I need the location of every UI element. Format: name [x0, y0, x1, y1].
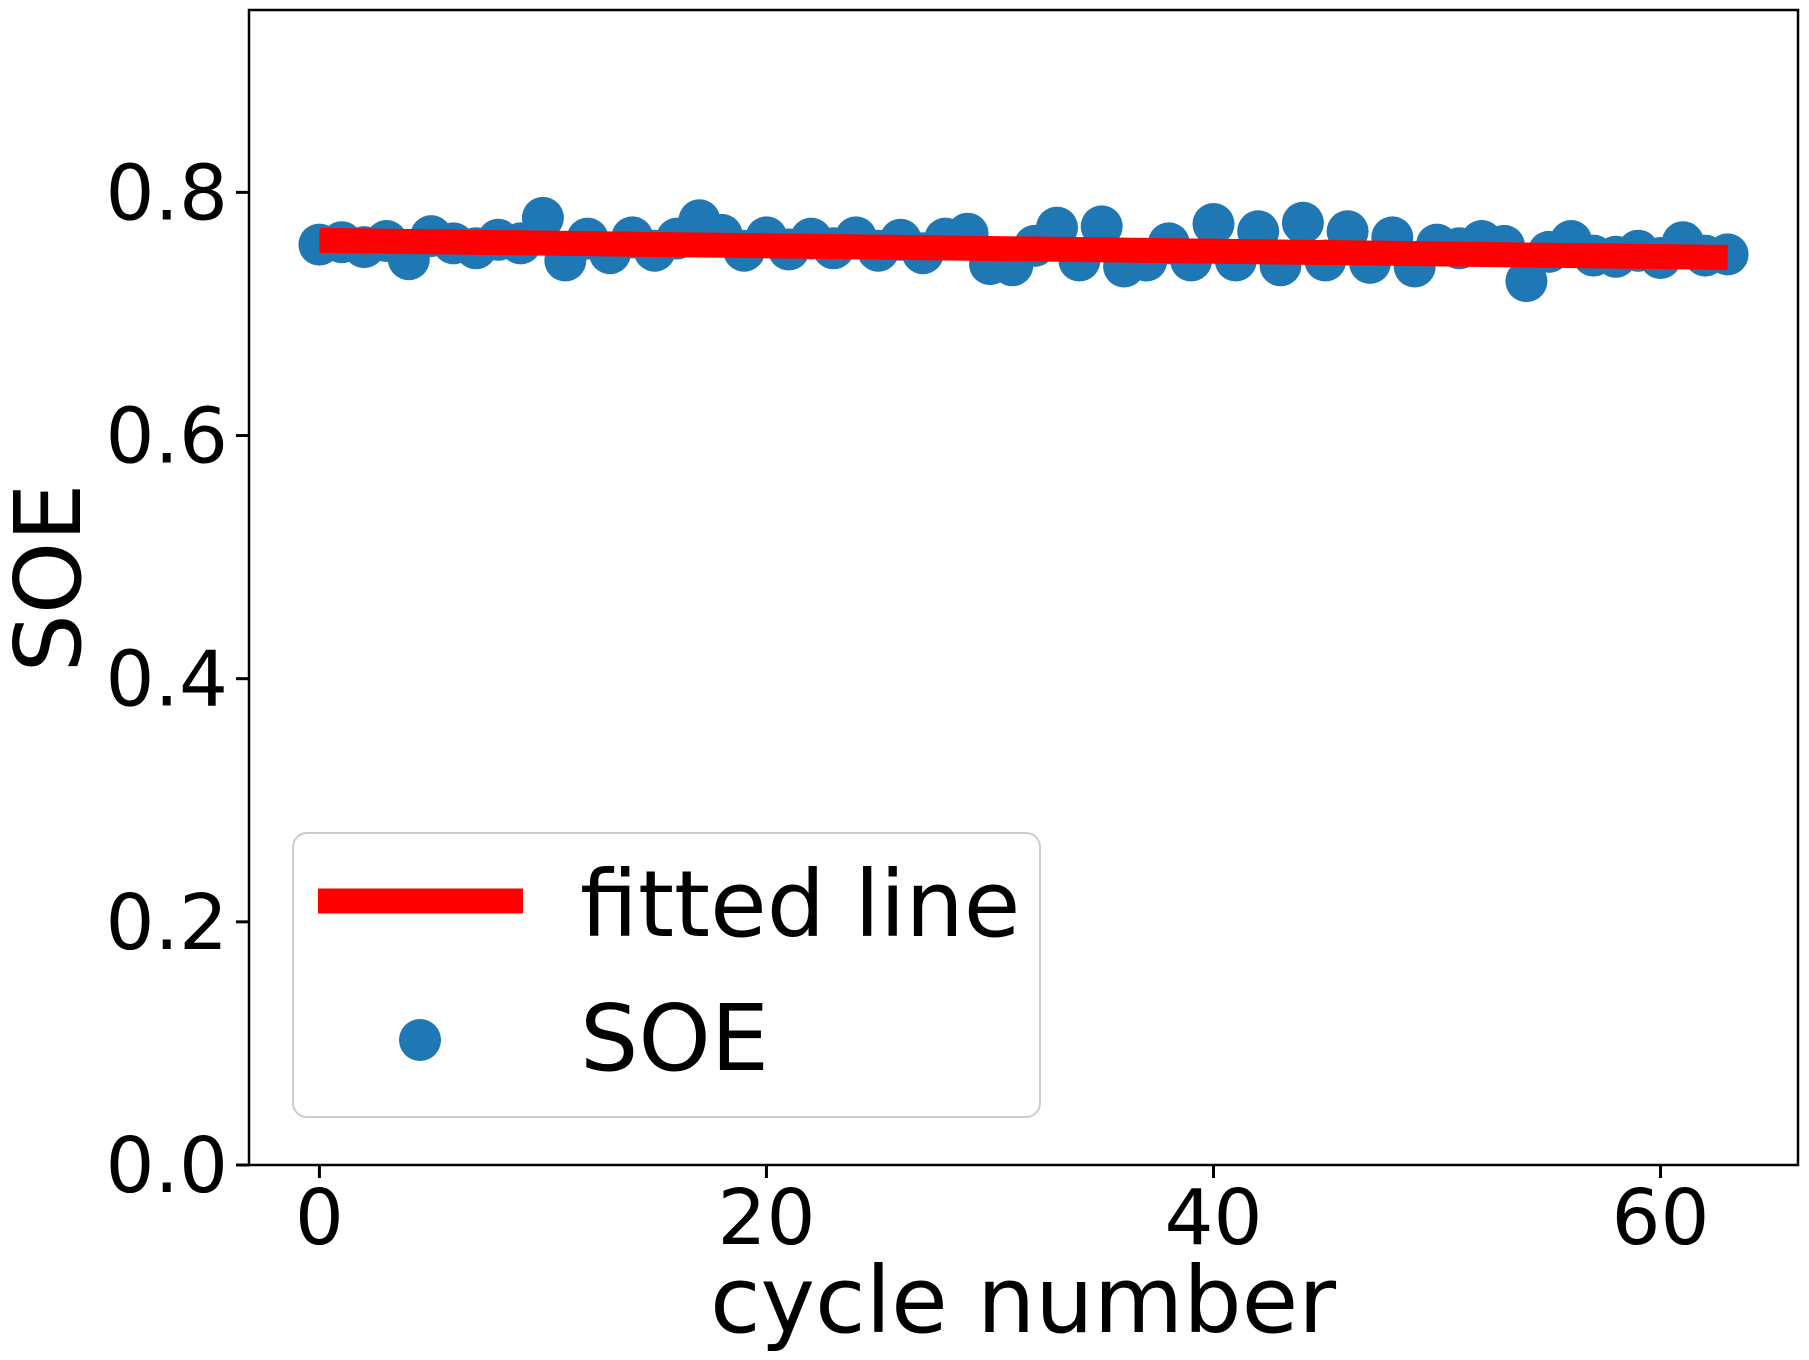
- x-tick-label: 60: [1612, 1174, 1710, 1263]
- y-tick-label: 0.6: [106, 393, 228, 482]
- x-tick-label: 40: [1165, 1174, 1263, 1263]
- scatter-point: [521, 196, 564, 239]
- scatter-point: [1281, 201, 1324, 244]
- y-ticks: 0.0 0.2 0.4 0.6 0.8: [106, 149, 249, 1211]
- x-tick-label: 20: [717, 1174, 815, 1263]
- legend-dot-sample-icon: [399, 1019, 441, 1061]
- plot-border: [247, 8, 1800, 1167]
- legend: fitted line SOE: [292, 832, 1041, 1118]
- scatter-point: [1505, 260, 1548, 303]
- x-ticks: 0 20 40 60: [295, 1165, 1710, 1263]
- y-tick-label: 0.0: [106, 1122, 228, 1211]
- y-tick-label: 0.8: [106, 149, 228, 238]
- legend-label-soe: SOE: [580, 985, 769, 1092]
- y-tick-label: 0.4: [106, 636, 228, 725]
- fitted-line: [319, 227, 1728, 270]
- legend-label-fitted-line: fitted line: [580, 851, 1020, 958]
- y-tick-label: 0.2: [106, 879, 228, 968]
- y-axis-label: SOE: [0, 484, 102, 673]
- scatter-point: [1080, 205, 1123, 248]
- x-tick-label: 0: [295, 1174, 344, 1263]
- scatter-point: [1192, 203, 1235, 245]
- fitted-line-series: [319, 227, 1728, 270]
- x-axis-label: cycle number: [710, 1247, 1336, 1354]
